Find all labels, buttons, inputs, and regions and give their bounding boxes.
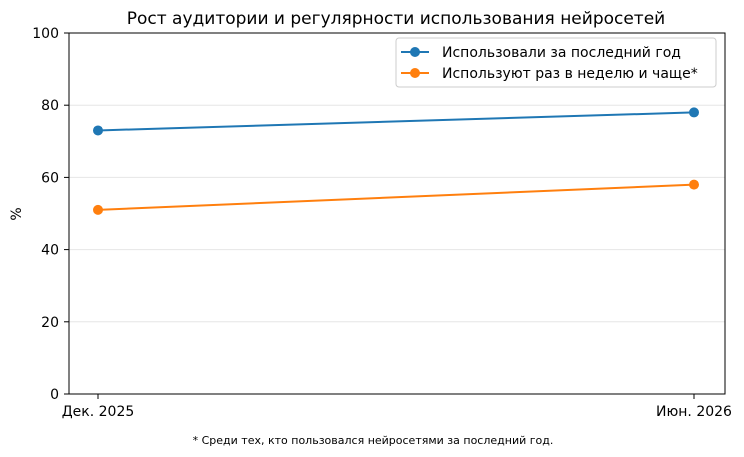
- y-tick-label: 100: [32, 26, 59, 42]
- legend: Использовали за последний год Используют …: [395, 37, 717, 88]
- y-tick-label: 80: [41, 98, 59, 114]
- footnote: * Среди тех, кто пользовался нейросетями…: [193, 434, 554, 447]
- series-line-1: [97, 111, 695, 132]
- data-point: [93, 204, 103, 215]
- y-tick-label: 0: [50, 387, 59, 403]
- data-point: [689, 107, 699, 118]
- x-ticks: Дек. 2025 Июн. 2026: [62, 394, 732, 420]
- chart-title: Рост аудитории и регулярности использова…: [127, 9, 665, 29]
- gridlines: [69, 104, 725, 323]
- data-point: [93, 125, 103, 136]
- series-layer: [93, 107, 699, 215]
- data-point: [689, 179, 699, 190]
- plot-frame: [68, 32, 726, 395]
- x-tick-label: Дек. 2025: [62, 404, 135, 420]
- legend-box: [395, 37, 717, 88]
- x-tick-label: Июн. 2026: [656, 404, 732, 420]
- y-ticks: 0 20 40 60 80 100: [32, 26, 69, 403]
- y-tick-label: 60: [41, 170, 59, 186]
- legend-swatch-marker: [410, 68, 420, 78]
- legend-swatch-marker: [410, 47, 420, 57]
- y-axis-label: %: [9, 207, 25, 220]
- y-tick-label: 40: [41, 243, 59, 259]
- y-tick-label: 20: [41, 315, 59, 331]
- series-line-2: [97, 183, 695, 211]
- legend-label: Используют раз в неделю и чаще*: [442, 66, 698, 82]
- legend-label: Использовали за последний год: [442, 45, 681, 61]
